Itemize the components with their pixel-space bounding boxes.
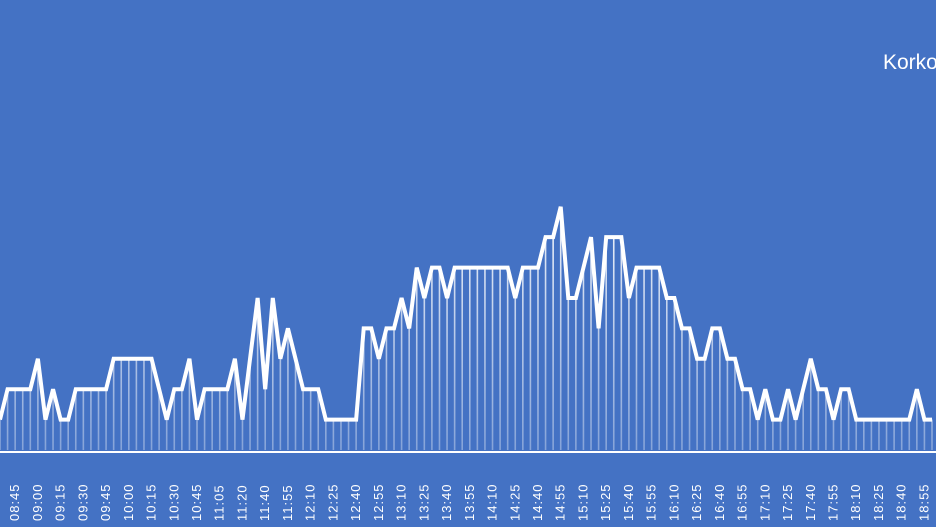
x-tick-label: 09:15 <box>53 483 68 521</box>
x-tick-label: 09:00 <box>30 483 45 521</box>
x-tick-label: 09:30 <box>75 483 90 521</box>
x-tick-label: 14:25 <box>507 483 522 521</box>
x-tick-label: 13:25 <box>416 483 431 521</box>
x-tick-label: 15:55 <box>644 483 659 521</box>
chart-title: Korko <box>883 51 936 74</box>
x-tick-label: 08:45 <box>7 483 22 521</box>
x-tick-label: 10:00 <box>121 483 136 521</box>
x-tick-label: 12:25 <box>325 483 340 521</box>
x-tick-label: 16:40 <box>712 483 727 521</box>
x-tick-label: 11:20 <box>234 484 249 521</box>
x-tick-label: 11:40 <box>257 484 272 521</box>
x-tick-label: 10:15 <box>144 483 159 521</box>
x-tick-label: 17:55 <box>825 483 840 521</box>
x-tick-label: 17:40 <box>803 483 818 521</box>
x-tick-label: 13:40 <box>439 483 454 521</box>
x-tick-label: 14:10 <box>485 483 500 521</box>
x-tick-label: 11:55 <box>280 484 295 521</box>
x-tick-label: 18:55 <box>916 483 931 521</box>
x-tick-label: 18:25 <box>871 483 886 521</box>
x-tick-label: 13:10 <box>394 483 409 521</box>
x-tick-label: 11:05 <box>212 484 227 521</box>
x-tick-label: 10:30 <box>166 483 181 521</box>
x-tick-label: 12:10 <box>303 483 318 521</box>
x-tick-label: 17:25 <box>780 483 795 521</box>
x-tick-label: 14:40 <box>530 483 545 521</box>
x-tick-label: 14:55 <box>553 483 568 521</box>
x-tick-label: 18:40 <box>894 483 909 521</box>
x-tick-label: 16:55 <box>735 483 750 521</box>
x-tick-label: 15:10 <box>575 483 590 521</box>
x-tick-label: 10:45 <box>189 483 204 521</box>
x-tick-label: 12:40 <box>348 483 363 521</box>
x-tick-label: 15:25 <box>598 483 613 521</box>
x-tick-label: 16:10 <box>666 483 681 521</box>
x-tick-label: 13:55 <box>462 483 477 521</box>
x-tick-label: 17:10 <box>757 483 772 521</box>
x-tick-label: 09:45 <box>98 483 113 521</box>
x-tick-label: 12:55 <box>371 483 386 521</box>
x-tick-label: 18:10 <box>848 483 863 521</box>
x-tick-label: 15:40 <box>621 483 636 521</box>
x-tick-label: 16:25 <box>689 483 704 521</box>
line <box>0 206 932 422</box>
